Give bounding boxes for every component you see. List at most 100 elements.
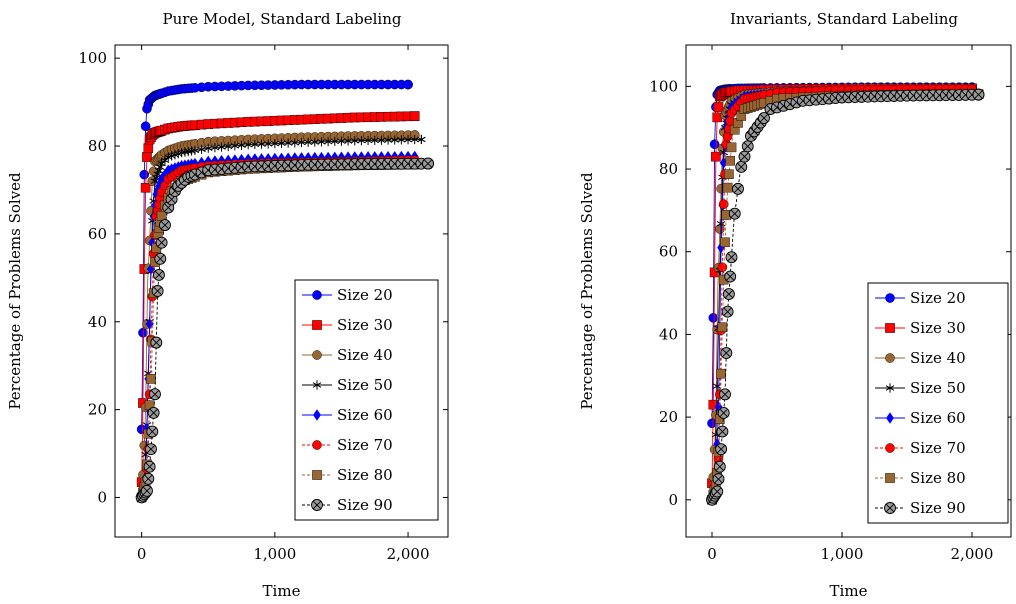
data-point xyxy=(184,146,193,157)
series-group xyxy=(706,82,985,506)
data-point xyxy=(738,150,751,163)
data-point xyxy=(146,374,156,384)
y-tick-label: 40 xyxy=(88,313,107,331)
data-point xyxy=(972,88,985,101)
y-tick-label: 60 xyxy=(659,243,678,261)
data-point xyxy=(141,484,153,497)
legend-entry-4: Size 50 xyxy=(302,376,393,394)
legend-label: Size 90 xyxy=(337,496,393,514)
legend-label: Size 70 xyxy=(910,439,966,457)
legend-label: Size 30 xyxy=(910,319,966,337)
y-tick-label: 100 xyxy=(78,49,107,67)
data-point xyxy=(724,169,734,180)
data-point xyxy=(719,147,728,158)
data-point xyxy=(722,182,733,193)
legend-label: Size 50 xyxy=(337,376,393,394)
x-axis-label: Time xyxy=(263,582,301,600)
plot-frame xyxy=(685,44,1012,538)
data-point xyxy=(146,425,159,438)
data-point xyxy=(409,111,420,121)
legend-marker xyxy=(312,470,322,480)
legend-entry-7: Size 80 xyxy=(302,466,393,484)
legend-entry-8: Size 90 xyxy=(302,496,393,514)
legend-marker xyxy=(885,383,895,393)
legend-marker xyxy=(885,323,895,333)
data-point xyxy=(153,268,165,281)
data-point xyxy=(155,236,168,249)
data-point xyxy=(142,472,155,485)
data-point xyxy=(422,157,434,170)
x-tick-label: 2,000 xyxy=(951,545,994,563)
data-point xyxy=(724,270,737,283)
legend-box xyxy=(867,282,1009,524)
data-point xyxy=(716,219,726,229)
x-axis-label: Time xyxy=(830,582,868,600)
plot-frame xyxy=(114,44,449,538)
x-tick-label: 0 xyxy=(707,545,717,563)
y-tick-label: 40 xyxy=(659,325,678,343)
y-axis-label: Percentage of Problems Solved xyxy=(6,172,24,410)
legend-marker xyxy=(312,380,322,390)
data-point xyxy=(715,443,728,456)
data-point xyxy=(147,406,160,419)
legend-entry-7: Size 80 xyxy=(875,469,966,487)
data-point xyxy=(720,237,730,248)
data-point xyxy=(143,143,154,154)
data-point xyxy=(717,322,728,332)
data-point xyxy=(197,144,206,154)
data-point xyxy=(157,159,166,169)
data-point xyxy=(390,135,399,145)
data-point xyxy=(717,262,728,273)
y-tick-label: 20 xyxy=(659,408,678,426)
y-tick-label: 80 xyxy=(88,137,107,155)
legend-entry-6: Size 70 xyxy=(302,436,393,454)
data-point xyxy=(712,473,725,486)
data-point xyxy=(720,347,733,359)
data-point xyxy=(357,136,366,146)
legend-label: Size 60 xyxy=(337,406,393,424)
y-tick-label: 80 xyxy=(659,160,678,178)
y-tick-label: 0 xyxy=(668,491,678,509)
legend-marker xyxy=(886,412,894,424)
data-point xyxy=(160,155,170,165)
data-point xyxy=(728,207,741,220)
legend-entry-5: Size 60 xyxy=(875,409,966,427)
data-point xyxy=(370,135,379,145)
data-point xyxy=(177,148,186,158)
chart-title: Pure Model, Standard Labeling xyxy=(162,10,401,28)
data-point xyxy=(709,139,720,150)
data-point xyxy=(735,161,748,173)
data-point xyxy=(758,112,770,124)
data-point xyxy=(140,182,151,193)
legend-entry-6: Size 70 xyxy=(875,439,966,457)
data-point xyxy=(158,219,171,232)
legend-label: Size 60 xyxy=(910,409,966,427)
legend-label: Size 50 xyxy=(910,379,966,397)
y-tick-label: 100 xyxy=(649,77,678,95)
series-2 xyxy=(136,111,420,487)
legend-marker xyxy=(885,473,895,483)
series-1 xyxy=(136,79,413,435)
legend-marker xyxy=(312,290,322,300)
legend-marker xyxy=(312,440,322,450)
legend-marker xyxy=(884,502,896,514)
y-tick-label: 0 xyxy=(97,488,107,506)
legend: Size 20 Size 30 Size 40 Size 50 Size 60 Size … xyxy=(294,279,439,521)
y-axis-label: Percentage of Problems Solved xyxy=(578,172,596,410)
data-point xyxy=(726,142,737,153)
data-point xyxy=(138,327,148,338)
data-point xyxy=(140,121,151,132)
legend-marker xyxy=(885,293,895,303)
x-tick-label: 2,000 xyxy=(387,545,430,563)
chart-2: Invariants, Standard Labeling Percentage … xyxy=(578,10,1012,600)
data-point xyxy=(145,443,157,456)
legend-marker xyxy=(312,350,322,360)
data-point xyxy=(377,135,386,145)
data-point xyxy=(187,146,196,156)
data-point xyxy=(725,251,738,264)
legend-box xyxy=(294,279,439,521)
legend-label: Size 20 xyxy=(337,286,393,304)
legend-label: Size 90 xyxy=(910,499,966,517)
data-point xyxy=(139,169,150,180)
